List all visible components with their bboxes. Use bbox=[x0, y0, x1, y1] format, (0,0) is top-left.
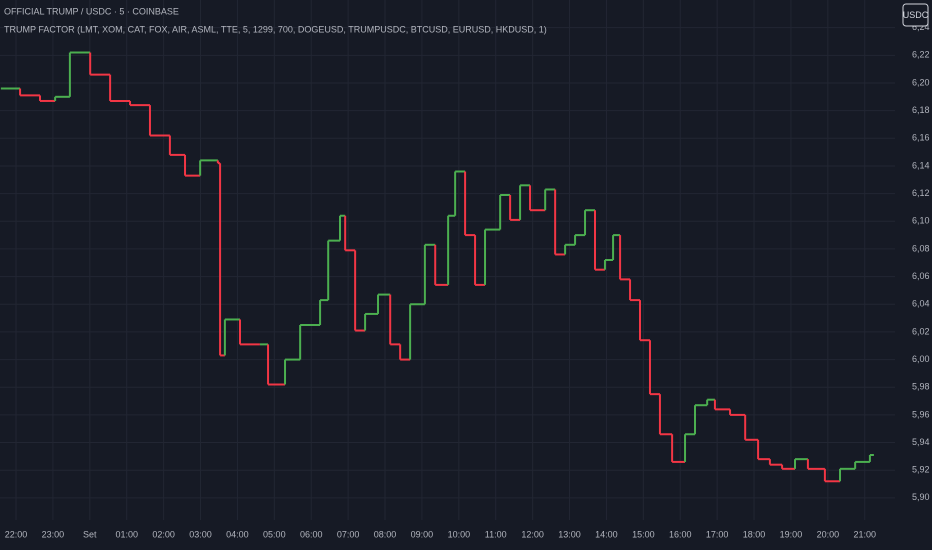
y-tick-label: 6,02 bbox=[912, 326, 930, 336]
y-tick-label: 6,06 bbox=[912, 271, 930, 281]
y-tick-label: 5,90 bbox=[912, 492, 930, 502]
y-tick-label: 6,04 bbox=[912, 299, 930, 309]
x-tick-label: 06:00 bbox=[300, 529, 323, 539]
y-tick-label: 6,14 bbox=[912, 160, 930, 170]
y-tick-label: 6,00 bbox=[912, 354, 930, 364]
y-tick-label: 6,22 bbox=[912, 50, 930, 60]
x-tick-label: 03:00 bbox=[189, 529, 212, 539]
x-tick-label: Set bbox=[83, 529, 97, 539]
y-tick-label: 6,16 bbox=[912, 133, 930, 143]
x-tick-label: 08:00 bbox=[374, 529, 397, 539]
x-tick-label: 21:00 bbox=[853, 529, 876, 539]
axes: 5,90 5,92 5,94 5,96 5,98 6,00 6,02 6,04 6,06 6,08… bbox=[5, 22, 930, 539]
x-tick-label: 16:00 bbox=[669, 529, 692, 539]
x-tick-label: 07:00 bbox=[337, 529, 360, 539]
x-tick-label: 02:00 bbox=[152, 529, 175, 539]
x-tick-label: 17:00 bbox=[706, 529, 729, 539]
y-tick-label: 5,96 bbox=[912, 409, 930, 419]
x-tick-label: 22:00 bbox=[5, 529, 28, 539]
y-tick-label: 6,24 bbox=[912, 22, 930, 32]
x-tick-label: 10:00 bbox=[448, 529, 471, 539]
x-tick-label: 14:00 bbox=[595, 529, 618, 539]
y-tick-label: 6,08 bbox=[912, 243, 930, 253]
x-tick-label: 20:00 bbox=[817, 529, 840, 539]
y-tick-label: 5,98 bbox=[912, 382, 930, 392]
x-tick-label: 11:00 bbox=[485, 529, 507, 539]
currency-badge[interactable] bbox=[902, 3, 929, 27]
x-tick-label: 01:00 bbox=[115, 529, 138, 539]
x-tick-label: 09:00 bbox=[411, 529, 434, 539]
x-tick-label: 05:00 bbox=[263, 529, 286, 539]
indicator-label: TRUMP FACTOR (LMT, XOM, CAT, FOX, AIR, A… bbox=[4, 24, 547, 34]
y-tick-label: 6,12 bbox=[912, 188, 930, 198]
x-tick-label: 13:00 bbox=[558, 529, 581, 539]
x-tick-label: 19:00 bbox=[780, 529, 803, 539]
price-line bbox=[0, 51, 874, 483]
x-tick-label: 12:00 bbox=[521, 529, 544, 539]
y-tick-label: 6,18 bbox=[912, 105, 930, 115]
x-tick-label: 18:00 bbox=[743, 529, 766, 539]
x-tick-label: 15:00 bbox=[632, 529, 655, 539]
y-tick-label: 6,20 bbox=[912, 77, 930, 87]
currency-label[interactable]: USDC bbox=[903, 10, 929, 20]
y-tick-label: 5,94 bbox=[912, 437, 930, 447]
y-tick-label: 5,92 bbox=[912, 465, 930, 475]
x-tick-label: 04:00 bbox=[226, 529, 249, 539]
x-tick-label: 23:00 bbox=[42, 529, 65, 539]
y-tick-label: 6,10 bbox=[912, 216, 930, 226]
chart-title: OFFICIAL TRUMP / USDC · 5 · COINBASE bbox=[4, 6, 179, 16]
